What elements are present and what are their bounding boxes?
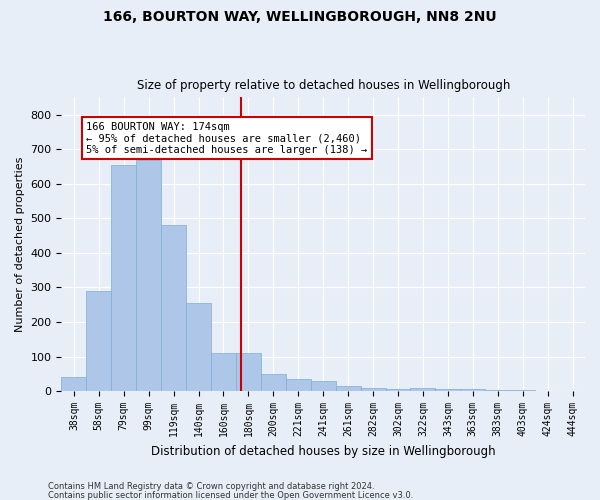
Bar [286, 379, 311, 391]
Text: 166 BOURTON WAY: 174sqm
← 95% of detached houses are smaller (2,460)
5% of semi-: 166 BOURTON WAY: 174sqm ← 95% of detache… [86, 122, 368, 154]
Bar [510, 390, 535, 391]
Bar [261, 374, 286, 391]
Bar [460, 390, 485, 391]
Text: Contains public sector information licensed under the Open Government Licence v3: Contains public sector information licen… [48, 490, 413, 500]
Bar [335, 386, 361, 391]
Bar [211, 353, 236, 391]
Bar [436, 390, 460, 391]
Bar [136, 160, 161, 391]
Bar [535, 390, 560, 391]
Bar [161, 225, 186, 391]
Y-axis label: Number of detached properties: Number of detached properties [15, 156, 25, 332]
Bar [386, 390, 410, 391]
X-axis label: Distribution of detached houses by size in Wellingborough: Distribution of detached houses by size … [151, 444, 496, 458]
Title: Size of property relative to detached houses in Wellingborough: Size of property relative to detached ho… [137, 79, 510, 92]
Bar [186, 303, 211, 391]
Bar [61, 378, 86, 391]
Bar [361, 388, 386, 391]
Text: 166, BOURTON WAY, WELLINGBOROUGH, NN8 2NU: 166, BOURTON WAY, WELLINGBOROUGH, NN8 2N… [103, 10, 497, 24]
Bar [311, 381, 335, 391]
Bar [485, 390, 510, 391]
Bar [410, 388, 436, 391]
Bar [111, 164, 136, 391]
Text: Contains HM Land Registry data © Crown copyright and database right 2024.: Contains HM Land Registry data © Crown c… [48, 482, 374, 491]
Bar [560, 390, 585, 391]
Bar [86, 291, 111, 391]
Bar [236, 353, 261, 391]
